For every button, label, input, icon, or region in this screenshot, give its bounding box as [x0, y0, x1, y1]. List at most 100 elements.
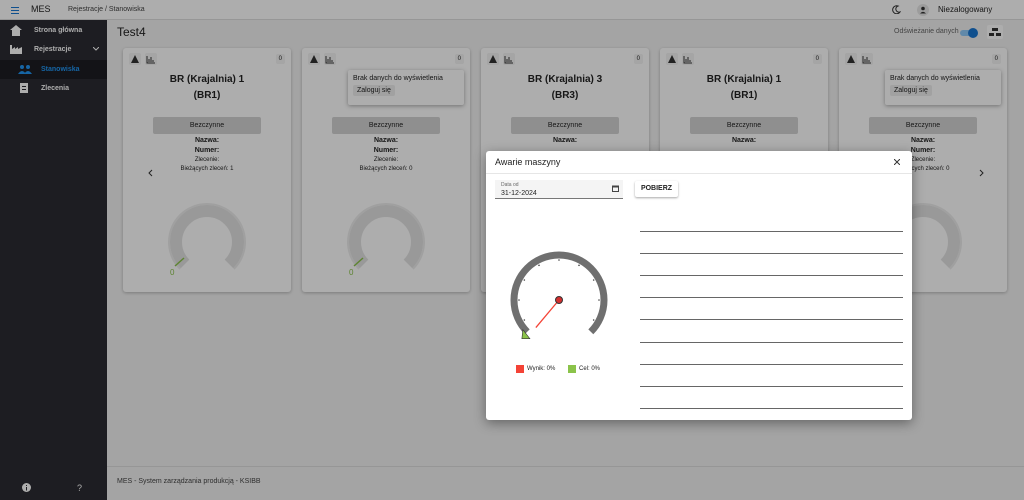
login-button[interactable]: Zaloguj się: [890, 85, 932, 96]
number-label: Numer:: [194, 147, 220, 154]
factory-icon: [10, 45, 22, 54]
date-field[interactable]: Data od 31-12-2024: [495, 180, 623, 199]
gauge-ring: [347, 203, 425, 270]
list-row: [640, 386, 903, 387]
gauge-value: 0: [349, 268, 354, 277]
name-label: Nazwa:: [731, 137, 757, 144]
close-button[interactable]: [894, 159, 900, 165]
refresh-label: Odświeżanie danych: [894, 28, 959, 35]
app-name: MES: [31, 4, 51, 14]
order-label: Zlecenie:: [373, 157, 399, 163]
nav-home[interactable]: Strona główna: [34, 27, 83, 34]
gauge-tick: [598, 299, 600, 301]
info-icon[interactable]: [22, 483, 31, 492]
number-label: Numer:: [910, 147, 936, 154]
calendar-icon[interactable]: [612, 185, 619, 192]
number-label: Numer:: [373, 147, 399, 154]
card-icons: [845, 53, 873, 65]
sidebar: Strona główna Rejestracje Stanowiska Zle…: [0, 20, 107, 500]
no-data: Brak danych do wyświetlenia: [353, 75, 443, 82]
current-orders: Bieżących zleceń: 1: [180, 166, 234, 172]
list-row: [640, 364, 903, 365]
gauge-needle: [353, 257, 364, 267]
layout-button[interactable]: [987, 25, 1003, 39]
user-name[interactable]: Niezalogowany: [938, 5, 993, 14]
popup: Brak danych do wyświetlenia Zaloguj się: [348, 70, 464, 105]
prev-button[interactable]: [142, 164, 160, 182]
alert-icon: [131, 55, 139, 63]
expand-icon[interactable]: [93, 47, 99, 51]
list-row: [640, 408, 903, 409]
card-icons: [308, 53, 336, 65]
status: Bezczynne: [511, 117, 619, 134]
station-title: BR (Krajalnia) 1: [169, 74, 245, 85]
popup: Brak danych do wyświetlenia Zaloguj się: [885, 70, 1001, 105]
current-orders: Bieżących zleceń: 0: [896, 166, 950, 172]
user-count: 0: [275, 54, 285, 64]
station-title: BR (Krajalnia) 3: [527, 74, 603, 85]
gauge: [510, 251, 608, 339]
list-row: [640, 275, 903, 276]
modal: Awarie maszyny Data od 31-12-2024 POBIER…: [486, 151, 912, 420]
gauge-needle: [174, 257, 185, 267]
fetch-button[interactable]: POBIERZ: [635, 181, 678, 197]
footer: MES - System zarządzania produkcją - KSI…: [117, 478, 261, 485]
legend-swatch: [568, 365, 576, 373]
alert-icon: [310, 55, 318, 63]
name-label: Nazwa:: [552, 137, 578, 144]
gauge-tick: [592, 319, 595, 321]
breadcrumb: Rejestracje / Stanowiska: [68, 6, 145, 13]
name-label: Nazwa:: [194, 137, 220, 144]
status: Bezczynne: [153, 117, 261, 134]
station-code: (BR1): [730, 90, 758, 101]
alert-icon: [668, 55, 676, 63]
home-icon: [10, 25, 22, 36]
order-label: Zlecenie:: [194, 157, 220, 163]
login-button[interactable]: Zaloguj się: [353, 85, 395, 96]
station-code: (BR1): [193, 90, 221, 101]
theme-toggle[interactable]: [892, 5, 901, 14]
user-icon[interactable]: [917, 4, 929, 16]
card-icons: [487, 53, 515, 65]
refresh-toggle[interactable]: [960, 28, 978, 38]
target-marker: [521, 328, 531, 339]
gauge-needle: [535, 299, 560, 328]
top-bar: MES Rejestracje / Stanowiska Niezalogowa…: [0, 0, 1024, 20]
gauge-track: [170, 205, 244, 269]
nav-orders[interactable]: Zlecenia: [41, 85, 70, 92]
clipboard-icon: [20, 83, 28, 93]
next-button[interactable]: [972, 164, 990, 182]
legend-swatch: [516, 365, 524, 373]
page-title: Test4: [117, 25, 146, 39]
gauge-tick: [523, 319, 526, 321]
name-label: Nazwa:: [910, 137, 936, 144]
user-count: 0: [812, 54, 822, 64]
gauge-hub: [555, 296, 563, 304]
current-orders: Bieżących zleceń: 0: [359, 166, 413, 172]
list-row: [640, 297, 903, 298]
menu-icon[interactable]: [11, 6, 19, 14]
gauge-tick: [578, 264, 580, 267]
list-row: [640, 319, 903, 320]
chart-icon: [683, 56, 692, 64]
nav-registration[interactable]: Rejestracje: [34, 46, 72, 53]
footer-divider: [107, 466, 1024, 467]
chart-icon: [146, 56, 155, 64]
gauge-track: [349, 205, 423, 269]
user-count: 0: [454, 54, 464, 64]
status: Bezczynne: [332, 117, 440, 134]
gauge-arc: [510, 251, 608, 335]
gauge-ring: [168, 203, 246, 270]
station-card[interactable]: 0 Bezczynne Nazwa: Numer: Zlecenie: Bieżących…: [302, 48, 470, 292]
modal-divider: [486, 173, 912, 174]
card-icons: [666, 53, 694, 65]
date-label: Data od: [501, 182, 519, 188]
user-count: 0: [991, 54, 1001, 64]
status: Bezczynne: [869, 117, 977, 134]
nav-stations[interactable]: Stanowiska: [41, 66, 80, 73]
gauge-tick: [518, 299, 520, 301]
help[interactable]: ?: [77, 483, 83, 493]
chart-icon: [325, 56, 334, 64]
legend-target: Cel: 0%: [579, 366, 601, 372]
